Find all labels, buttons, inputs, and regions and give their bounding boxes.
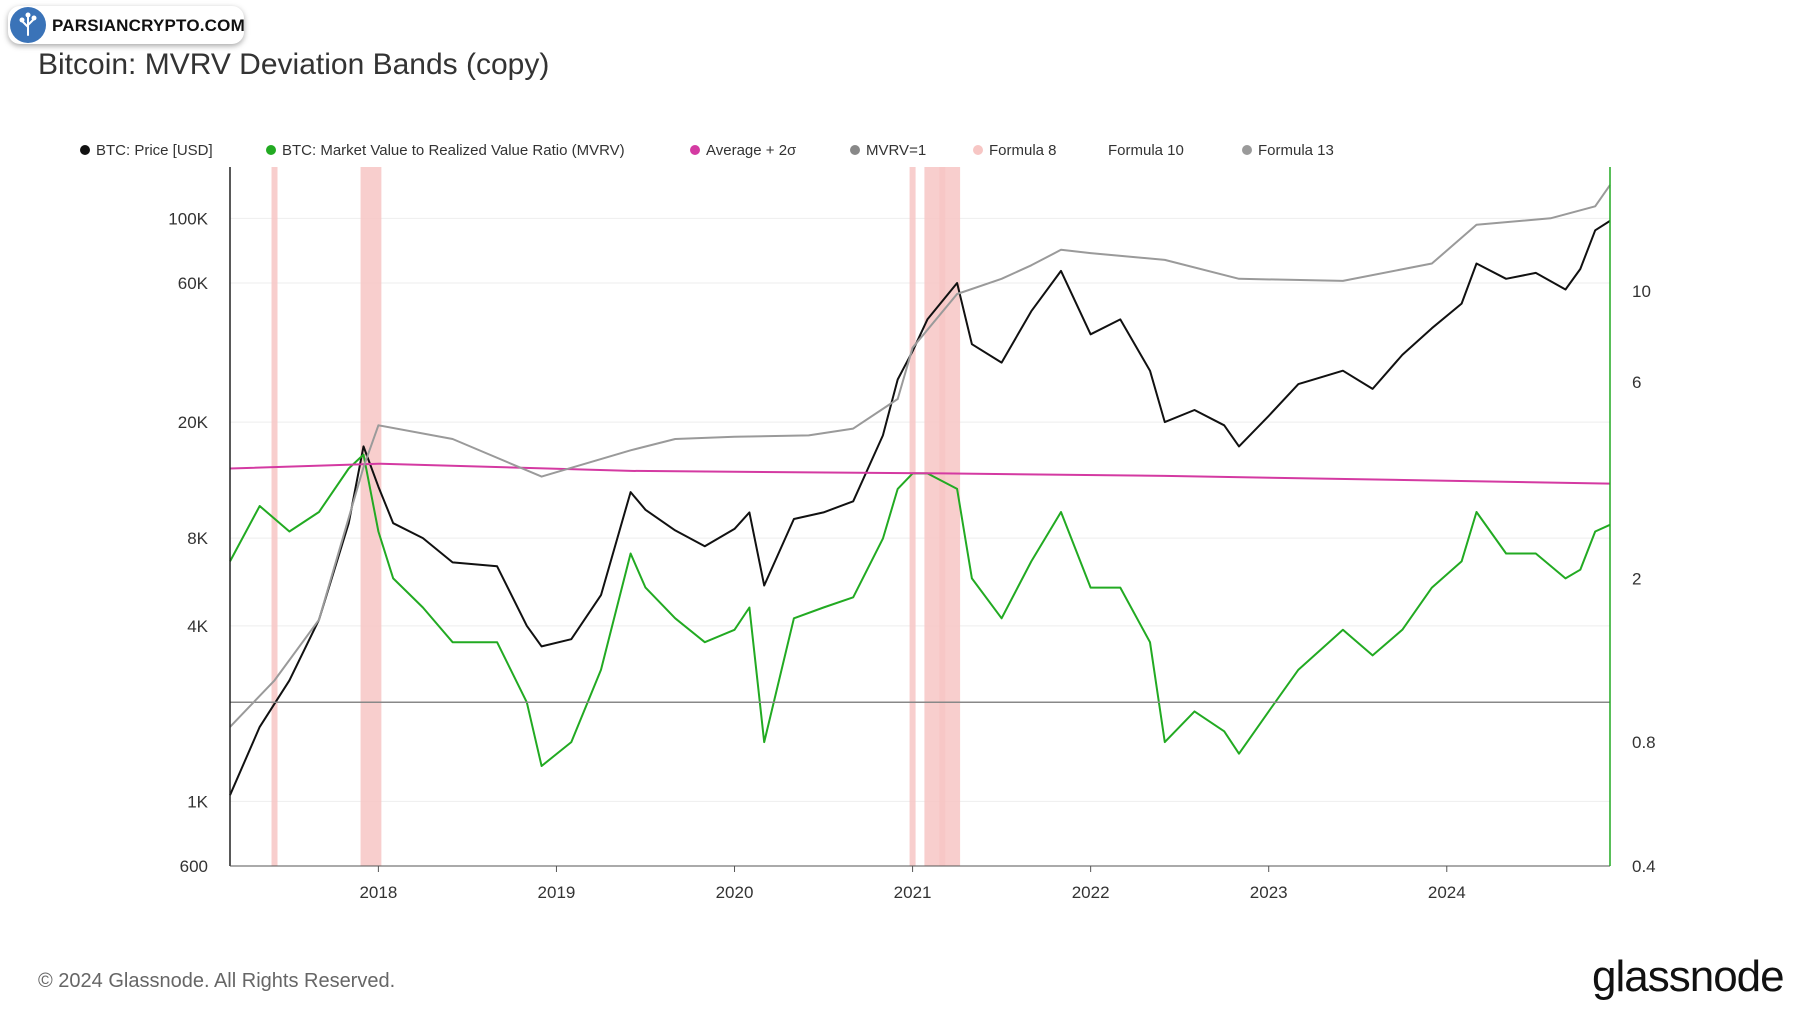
watermark-badge: PARSIANCRYPTO.COM bbox=[8, 6, 245, 44]
x-tick-label: 2018 bbox=[359, 883, 397, 902]
legend-label: Formula 13 bbox=[1258, 142, 1334, 159]
y-left-tick-label: 100K bbox=[168, 209, 208, 228]
x-tick-label: 2020 bbox=[716, 883, 754, 902]
y-right-tick-label: 10 bbox=[1632, 282, 1651, 301]
formula-8-band bbox=[271, 167, 278, 866]
y-left-tick-label: 60K bbox=[178, 274, 209, 293]
y-left-tick-label: 600 bbox=[180, 857, 208, 876]
tree-icon bbox=[10, 7, 46, 43]
legend-dot bbox=[973, 145, 983, 155]
x-tick-label: 2019 bbox=[538, 883, 576, 902]
series-line-4 bbox=[229, 184, 1611, 728]
legend-dot bbox=[1242, 145, 1252, 155]
chart-title: Bitcoin: MVRV Deviation Bands (copy) bbox=[38, 48, 550, 81]
legend-item-mvrv[interactable]: BTC: Market Value to Realized Value Rati… bbox=[266, 142, 625, 159]
y-left-tick-label: 20K bbox=[178, 413, 209, 432]
legend-dot bbox=[850, 145, 860, 155]
y-right-tick-label: 0.8 bbox=[1632, 733, 1656, 752]
x-tick-label: 2021 bbox=[894, 883, 932, 902]
tree-icon-glyph bbox=[11, 8, 45, 42]
watermark-text: PARSIANCRYPTO.COM bbox=[52, 16, 245, 35]
formula-8-band bbox=[360, 167, 382, 866]
series-line-1 bbox=[229, 453, 1611, 767]
series-line-2 bbox=[229, 462, 1611, 485]
x-tick-label: 2022 bbox=[1072, 883, 1110, 902]
y-right-tick-label: 6 bbox=[1632, 373, 1641, 392]
series-line-0 bbox=[229, 220, 1611, 796]
series-lines bbox=[229, 184, 1611, 796]
legend-label: Average + 2σ bbox=[706, 142, 797, 159]
legend-dot bbox=[690, 145, 700, 155]
y-right-tick-label: 0.4 bbox=[1632, 857, 1656, 876]
legend-label: Formula 8 bbox=[989, 142, 1057, 159]
copyright: © 2024 Glassnode. All Rights Reserved. bbox=[38, 970, 396, 992]
legend-dot bbox=[266, 145, 276, 155]
y-right-tick-label: 2 bbox=[1632, 569, 1641, 588]
tick-labels: 100K 60K 20K 8K 4K 1K 600 10 6 2 0.8 0.4 2018 2019 202… bbox=[168, 209, 1655, 902]
legend-label: Formula 10 bbox=[1108, 142, 1184, 159]
legend-label: BTC: Market Value to Realized Value Rati… bbox=[282, 142, 625, 159]
legend-item-formula-8[interactable]: Formula 8 bbox=[973, 142, 1057, 159]
legend-label: BTC: Price [USD] bbox=[96, 142, 213, 159]
x-tick-label: 2023 bbox=[1250, 883, 1288, 902]
y-left-tick-label: 4K bbox=[187, 617, 208, 636]
legend-item-formula-10[interactable]: Formula 10 bbox=[1092, 142, 1184, 159]
y-left-tick-label: 8K bbox=[187, 529, 208, 548]
legend-item-price[interactable]: BTC: Price [USD] bbox=[80, 142, 213, 159]
legend-label: MVRV=1 bbox=[866, 142, 927, 159]
legend-item-average-2sigma[interactable]: Average + 2σ bbox=[690, 142, 796, 159]
grid bbox=[230, 217, 1610, 867]
legend-item-formula-13[interactable]: Formula 13 bbox=[1242, 142, 1334, 159]
glassnode-logo: glassnode bbox=[1592, 952, 1785, 1001]
formula-8-highlights bbox=[271, 167, 961, 866]
y-left-tick-label: 1K bbox=[187, 792, 208, 811]
x-tick-label: 2024 bbox=[1428, 883, 1466, 902]
legend-dot bbox=[80, 145, 90, 155]
legend-item-mvrv1[interactable]: MVRV=1 bbox=[850, 142, 926, 159]
formula-8-band bbox=[939, 167, 961, 866]
axes bbox=[229, 167, 1611, 867]
formula-8-band bbox=[909, 167, 916, 866]
